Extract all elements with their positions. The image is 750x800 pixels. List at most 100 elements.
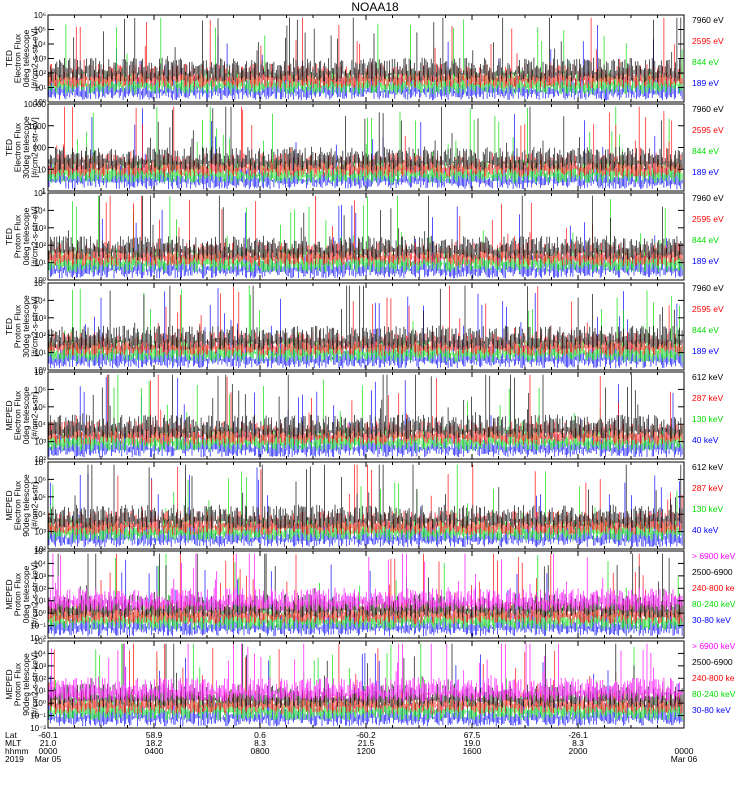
y-tick-label: 10⁶ — [34, 385, 46, 394]
x-axis-hhmm-label: 0000 — [39, 746, 58, 756]
y-axis-label: Proton Flux — [13, 214, 23, 258]
y-axis-label: 0deg telescope — [21, 207, 31, 265]
legend-entry: 240-800 ke — [692, 583, 735, 593]
y-tick-label: 10¹ — [34, 597, 46, 606]
x-axis-hhmm-label: 1600 — [463, 746, 482, 756]
y-axis-label: [#/cm2-s-str] — [30, 392, 40, 439]
x-row-label: 2019 — [5, 754, 24, 764]
y-tick-label: 10³ — [34, 662, 46, 671]
y-axis-label: Proton Flux — [13, 662, 23, 706]
y-tick-label: 10⁷ — [34, 458, 46, 467]
legend-entry: 612 keV — [692, 372, 724, 382]
y-tick-label: 10¹ — [34, 259, 46, 268]
y-tick-label: 10⁴ — [34, 649, 47, 658]
y-tick-label: 1 — [42, 187, 47, 196]
y-axis-label: 30deg telescope — [21, 116, 31, 179]
y-tick-label: 10² — [34, 674, 46, 683]
x-axis-lat-label: 67.5 — [464, 730, 481, 740]
legend-entry: 240-800 ke — [692, 673, 735, 683]
y-tick-label: 10⁰ — [34, 98, 46, 107]
y-tick-label: 10⁷ — [34, 368, 46, 377]
legend-entry: 7960 eV — [692, 104, 724, 114]
x-axis-mlt-label: 21.5 — [358, 738, 375, 748]
y-tick-label: 10⁻¹ — [30, 622, 46, 631]
y-axis-label: [#/cm2-s-str-eV] — [30, 296, 40, 356]
y-axis-label: Electron Flux — [13, 122, 23, 172]
y-axis-label: MEPED — [4, 669, 14, 699]
x-row-label: hhmm — [5, 746, 29, 756]
legend-entry: 2595 eV — [692, 36, 724, 46]
legend-entry: 844 eV — [692, 325, 719, 335]
x-axis-hhmm-label: 1200 — [357, 746, 376, 756]
y-tick-label: 10² — [34, 69, 46, 78]
y-tick-label: 10² — [34, 584, 46, 593]
y-axis-label: Electron Flux — [13, 390, 23, 440]
y-axis-label: Proton Flux — [13, 572, 23, 616]
y-axis-label: 0deg telescope — [21, 386, 31, 444]
legend-entry: 130 keV — [692, 414, 724, 424]
y-tick-label: 10³ — [34, 55, 46, 64]
figure-title: NOAA18 — [351, 0, 399, 14]
y-tick-label: 10⁵ — [34, 493, 46, 502]
series-trace-4-1 — [48, 285, 683, 350]
legend-entry: 80-240 keV — [692, 599, 736, 609]
y-axis-label: [#/cm2-s-str-eV] — [30, 28, 40, 88]
legend-entry: 844 eV — [692, 146, 719, 156]
x-axis-date-label: Mar 05 — [35, 754, 62, 764]
y-tick-label: 10⁶ — [34, 11, 46, 20]
y-tick-label: 10⁴ — [34, 420, 47, 429]
series-trace-3-1 — [48, 195, 683, 260]
x-axis-mlt-label: 8.3 — [254, 738, 266, 748]
y-axis-label: [#/cm2-s-str-eV] — [30, 117, 40, 177]
x-axis-mlt-label: 21.0 — [40, 738, 57, 748]
x-axis-hhmm-label: 2000 — [569, 746, 588, 756]
y-axis-label: 90deg telescope — [21, 653, 31, 716]
y-tick-label: 10³ — [34, 438, 46, 447]
y-tick-label: 10² — [34, 545, 46, 554]
legend-entry: 189 eV — [692, 78, 719, 88]
legend-entry: 2500-6900 — [692, 567, 733, 577]
legend-entry: 7960 eV — [692, 193, 724, 203]
y-axis-label: [#/cm2-s-str] — [30, 482, 40, 529]
x-axis-hhmm-label: 0000 — [675, 746, 694, 756]
y-tick-label: 10⁴ — [34, 559, 47, 568]
y-tick-label: 10000 — [24, 100, 47, 109]
series-trace-6-1 — [48, 464, 683, 529]
y-tick-label: 10⁴ — [34, 206, 47, 215]
legend-entry: 844 eV — [692, 57, 719, 67]
series-trace-1-1 — [48, 17, 683, 82]
legend-entry: 80-240 keV — [692, 689, 736, 699]
x-axis-lat-label: 58.9 — [146, 730, 163, 740]
legend-entry: 287 keV — [692, 393, 724, 403]
y-tick-label: 10³ — [34, 572, 46, 581]
legend-entry: > 6900 keV — [692, 551, 736, 561]
y-axis-label: 0deg telescope — [21, 565, 31, 623]
y-tick-label: 10⁵ — [34, 403, 46, 412]
y-axis-label: 90deg telescope — [21, 474, 31, 537]
y-tick-label: 10⁵ — [34, 547, 46, 556]
y-tick-label: 10⁰ — [34, 276, 46, 285]
y-tick-label: 10⁰ — [34, 609, 46, 618]
x-axis-hhmm-label: 0400 — [145, 746, 164, 756]
series-trace-2-1 — [48, 106, 683, 171]
legend-entry: 7960 eV — [692, 15, 724, 25]
x-axis-lat-label: -60.2 — [356, 730, 376, 740]
x-axis-hhmm-label: 0800 — [251, 746, 270, 756]
y-axis-label: [#/cm2-s-str-eV] — [30, 206, 40, 266]
legend-entry: 40 keV — [692, 435, 719, 445]
y-tick-label: 10³ — [34, 224, 46, 233]
legend-entry: 2500-6900 — [692, 657, 733, 667]
y-tick-label: 10⁴ — [34, 510, 47, 519]
y-axis-label: [#/cm2-s-str-keV] — [30, 652, 40, 717]
y-tick-label: 10³ — [34, 528, 46, 537]
series-trace-8-3 — [48, 643, 683, 715]
legend-entry: > 6900 keV — [692, 641, 736, 651]
legend-entry: 189 eV — [692, 256, 719, 266]
